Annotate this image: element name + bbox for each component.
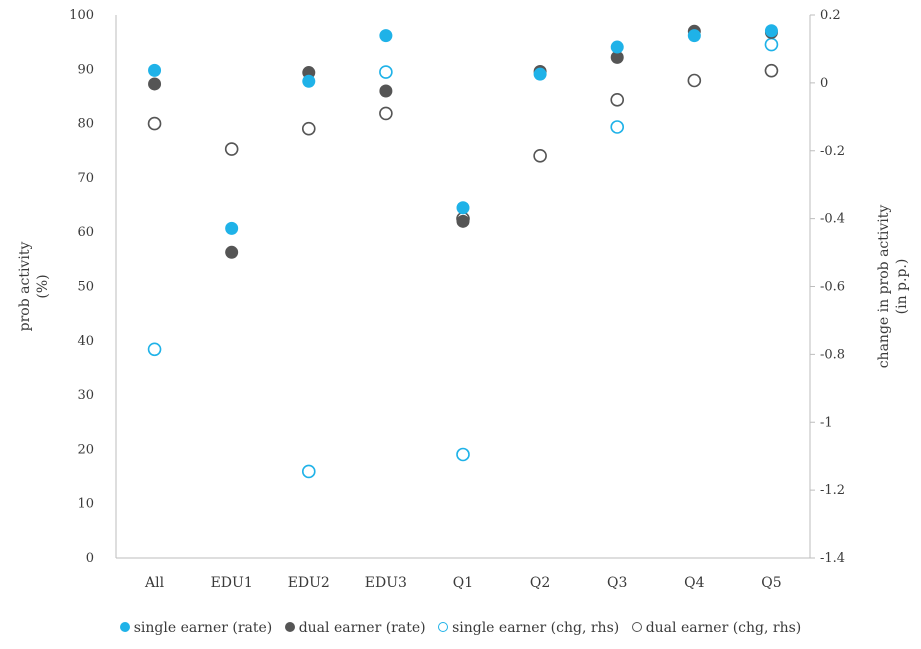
point-single-earner-rate--q2 [533,67,547,81]
point-single-earner-chg-rhs--q1 [456,447,470,462]
y2-axis-title-line: (in p.p.) [894,259,910,315]
x-tick-label: Q1 [453,575,473,591]
y-tick-label: 10 [77,497,94,512]
point-single-earner-rate--all [148,63,162,77]
point-single-earner-rate--edu1 [225,221,239,235]
y2-axis-title-line: change in prob activity [876,205,892,369]
x-tick-label: Q3 [607,575,627,591]
y-tick-label: 40 [77,334,94,349]
y-tick-label: 100 [69,8,94,23]
y-tick-label: 20 [77,442,94,457]
y2-axis-title: change in prob activity (in p.p.) [876,205,910,369]
y2-tick-label: -1.4 [820,551,845,566]
point-dual-earner-chg-rhs--edu1 [224,142,239,156]
y2-tick-label: -0.8 [820,347,845,362]
point-single-earner-rate--q3 [610,40,624,54]
legend-item-dual-earner-chg: dual earner (chg, rhs) [631,620,801,636]
y2-tick-label: -1.2 [820,483,845,498]
legend-marker-filled-gray [284,622,295,632]
y-tick-label: 0 [86,551,94,566]
y-axis-title-line: (%) [35,274,51,298]
point-dual-earner-chg-rhs--all [147,116,162,131]
legend-marker-hollow-blue [438,622,449,632]
x-tick-label: Q2 [530,575,550,591]
x-tick-label: Q5 [761,575,781,591]
point-single-earner-chg-rhs--edu2 [301,464,316,479]
legend-marker-hollow-gray [631,622,642,632]
point-dual-earner-rate--all [148,77,162,91]
y-tick-label: 60 [77,225,94,240]
point-single-earner-rate--edu2 [302,74,316,88]
point-dual-earner-rate--edu3 [379,84,393,98]
y-tick-label: 80 [77,117,94,132]
point-single-earner-rate--q1 [456,201,470,215]
point-single-earner-rate--q4 [687,29,701,43]
y-tick-label: 90 [77,62,94,77]
point-dual-earner-chg-rhs--q4 [687,73,702,88]
x-tick-label: All [144,575,165,591]
y2-tick-label: -0.6 [820,280,845,295]
y-tick-label: 70 [77,171,94,186]
x-tick-label: Q4 [684,575,704,591]
point-single-earner-chg-rhs--q5 [764,37,779,52]
legend-item-dual-earner-rate: dual earner (rate) [284,620,426,636]
scatter-plot: 0 10 20 30 40 50 60 70 80 90 100 0.2 0 -0.2 -0.4 -0.6 -0… [17,8,910,591]
point-dual-earner-chg-rhs--edu3 [379,106,393,121]
point-single-earner-chg-rhs--q3 [610,120,625,134]
y2-tick-label: -0.2 [820,144,845,159]
point-single-earner-chg-rhs--edu3 [379,65,393,79]
point-dual-earner-rate--q3 [610,50,624,64]
legend-item-single-earner-chg: single earner (chg, rhs) [438,620,619,636]
legend: single earner (rate) dual earner (rate) … [0,620,921,636]
x-tick-label: EDU2 [288,575,330,591]
y2-tick-label: 0.2 [820,8,841,23]
x-tick-label: EDU1 [211,575,253,591]
point-single-earner-rate--edu3 [379,29,393,43]
legend-item-single-earner-rate: single earner (rate) [119,620,272,636]
point-dual-earner-chg-rhs--q2 [533,149,547,163]
point-single-earner-chg-rhs--all [147,342,162,357]
legend-marker-filled-blue [119,622,130,632]
y2-tick-label: 0 [820,76,828,91]
point-single-earner-rate--q5 [764,24,778,38]
y2-tick-label: -0.4 [820,212,845,227]
point-dual-earner-rate--edu1 [225,245,239,259]
point-dual-earner-rate--q1 [456,214,470,228]
y-tick-label: 50 [77,280,94,295]
point-dual-earner-chg-rhs--q5 [764,63,779,78]
y-axis-title-line: prob activity [17,242,33,332]
y-tick-label: 30 [77,388,94,403]
y2-tick-label: -1 [820,415,833,430]
point-dual-earner-chg-rhs--edu2 [301,121,316,136]
y-axis-title: prob activity (%) [17,242,51,332]
x-tick-label: EDU3 [365,575,407,591]
point-dual-earner-chg-rhs--q3 [610,93,625,107]
